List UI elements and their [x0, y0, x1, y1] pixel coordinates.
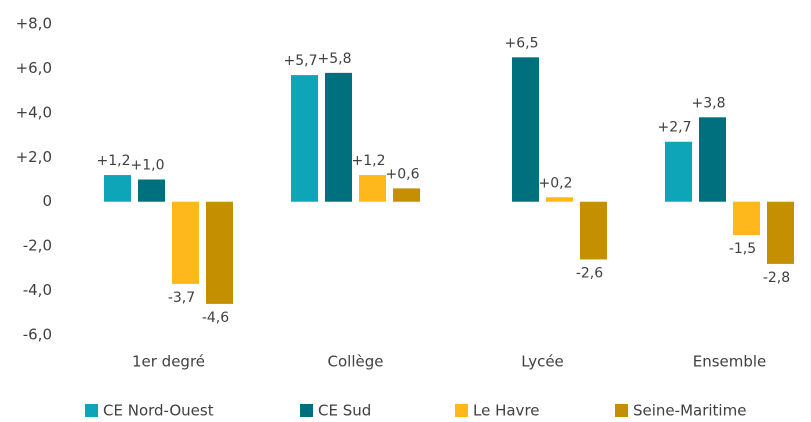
bar	[325, 72, 352, 202]
data-label: -1,5	[729, 241, 756, 257]
bar	[359, 175, 386, 202]
data-label: +0,2	[539, 175, 573, 191]
y-tick-label: +8,0	[16, 15, 52, 33]
y-tick-label: 0	[42, 192, 52, 210]
data-label: +5,8	[318, 51, 352, 67]
data-label: -2,8	[763, 270, 790, 286]
data-label: +1,0	[131, 158, 165, 174]
legend-swatch	[300, 404, 313, 417]
data-label: +0,6	[386, 166, 420, 182]
data-label: +6,5	[505, 35, 539, 51]
y-tick-label: +2,0	[16, 148, 52, 166]
bar	[546, 197, 573, 202]
y-tick-label: +4,0	[16, 103, 52, 121]
legend-swatch	[615, 404, 628, 417]
legend-swatch	[85, 404, 98, 417]
bar	[393, 188, 420, 202]
data-label: +2,7	[658, 120, 692, 136]
bar	[172, 201, 199, 284]
y-tick-label: +6,0	[16, 59, 52, 77]
data-label: +3,8	[692, 95, 726, 111]
bar	[138, 179, 165, 202]
data-label: -4,6	[202, 310, 229, 326]
legend-label: Seine-Maritime	[633, 402, 746, 420]
bar	[512, 57, 539, 202]
y-tick-label: -4,0	[23, 281, 52, 299]
legend-label: CE Nord-Ouest	[103, 402, 214, 420]
bar	[291, 75, 318, 202]
data-label: -2,6	[576, 265, 603, 281]
bar	[104, 175, 131, 202]
data-label: +1,2	[352, 153, 386, 169]
y-tick-label: -6,0	[23, 326, 52, 344]
bar	[733, 201, 760, 236]
legend-label: Le Havre	[473, 402, 540, 420]
bar	[665, 141, 692, 202]
bar	[699, 117, 726, 202]
data-label: +1,2	[97, 153, 131, 169]
bar	[580, 201, 607, 260]
x-tick-label: Collège	[328, 353, 384, 371]
y-tick-label: -2,0	[23, 237, 52, 255]
bar	[767, 201, 794, 264]
legend-swatch	[455, 404, 468, 417]
data-label: +5,7	[284, 53, 318, 69]
x-tick-label: Ensemble	[693, 353, 767, 371]
legend-label: CE Sud	[318, 402, 371, 420]
bar	[206, 201, 233, 304]
x-tick-label: Lycée	[521, 353, 564, 371]
data-label: -3,7	[168, 290, 195, 306]
x-tick-label: 1er degré	[132, 353, 205, 371]
